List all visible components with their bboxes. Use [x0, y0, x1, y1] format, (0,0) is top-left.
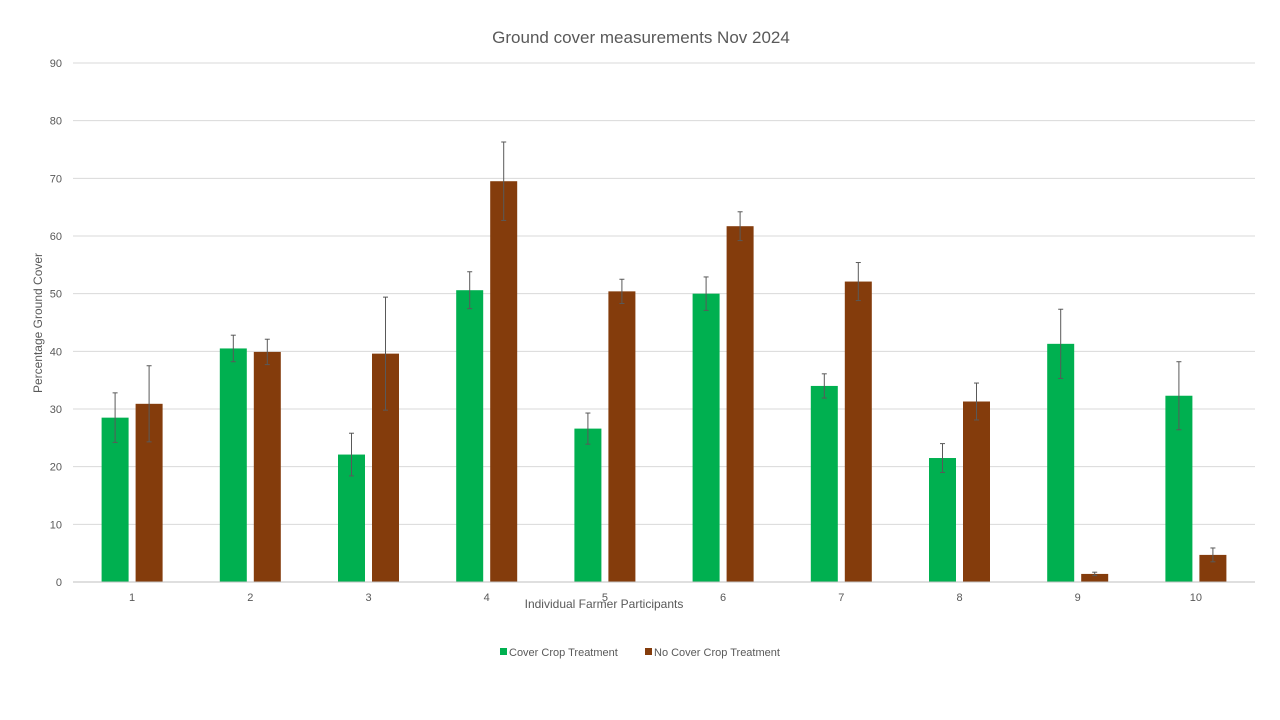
- y-tick-label: 70: [50, 173, 62, 185]
- chart-title: Ground cover measurements Nov 2024: [492, 28, 790, 47]
- legend-swatch: [645, 648, 652, 655]
- error-bar: [264, 338, 270, 366]
- error-bar: [1176, 361, 1182, 431]
- error-bar: [585, 412, 591, 445]
- y-axis-title: Percentage Ground Cover: [31, 253, 45, 393]
- error-bar: [737, 211, 743, 242]
- error-bar: [146, 365, 152, 443]
- x-axis-title: Individual Farmer Participants: [525, 597, 684, 611]
- bar: [810, 385, 838, 582]
- bar: [929, 458, 956, 582]
- y-tick-label: 50: [50, 289, 62, 301]
- x-tick-label: 1: [129, 592, 135, 604]
- legend-label: No Cover Crop Treatment: [654, 647, 780, 659]
- legend: Cover Crop Treatment No Cover Crop Treatm…: [500, 647, 780, 659]
- y-tick-label: 20: [50, 462, 62, 474]
- bar: [101, 417, 129, 582]
- error-bar: [383, 296, 388, 411]
- error-bar: [703, 276, 709, 311]
- y-tick-label: 90: [50, 58, 62, 70]
- error-bar: [855, 262, 861, 302]
- bar-series: [101, 181, 1227, 583]
- error-bar: [112, 392, 118, 443]
- x-tick-label: 6: [720, 592, 726, 604]
- x-tick-label: 9: [1075, 592, 1081, 604]
- bar: [608, 291, 636, 582]
- error-bar: [230, 334, 236, 363]
- y-tick-label: 10: [50, 519, 62, 531]
- x-tick-label: 3: [365, 592, 371, 604]
- bar: [253, 351, 281, 582]
- error-bar: [940, 443, 945, 473]
- legend-swatch: [500, 648, 507, 655]
- x-tick-label: 8: [956, 592, 962, 604]
- legend-item: No Cover Crop Treatment: [645, 647, 780, 659]
- error-bar: [1092, 571, 1098, 577]
- x-tick-label: 2: [247, 592, 253, 604]
- x-tick-label: 4: [484, 592, 490, 604]
- y-tick-label: 40: [50, 346, 62, 358]
- y-axis-ticks: 0 10 20 30 40 50 60 70 80 90: [50, 58, 62, 589]
- bar: [219, 348, 247, 582]
- legend-item: Cover Crop Treatment: [500, 647, 618, 659]
- error-bar: [974, 382, 979, 421]
- x-tick-label: 10: [1190, 592, 1202, 604]
- error-bar: [467, 271, 473, 310]
- y-tick-label: 30: [50, 404, 62, 416]
- bar: [963, 401, 990, 582]
- y-tick-label: 0: [56, 577, 62, 589]
- error-bar: [821, 373, 827, 399]
- bar: [456, 290, 484, 582]
- bar: [574, 428, 602, 582]
- error-bars: [112, 141, 1216, 577]
- error-bar: [1058, 308, 1064, 379]
- x-tick-label: 7: [838, 592, 844, 604]
- y-tick-label: 60: [50, 231, 62, 243]
- bar: [692, 293, 720, 582]
- y-tick-label: 80: [50, 116, 62, 128]
- x-axis-ticks: 1 2 3 4 5 6 7 8 9 10: [129, 592, 1202, 604]
- bar: [844, 281, 872, 582]
- legend-label: Cover Crop Treatment: [509, 647, 618, 659]
- error-bar: [1210, 547, 1216, 563]
- error-bar: [501, 141, 507, 221]
- error-bar: [349, 432, 354, 477]
- bar: [490, 181, 518, 582]
- error-bar: [619, 278, 625, 304]
- bar: [726, 226, 754, 583]
- bar: [1081, 573, 1109, 582]
- bar: [1047, 343, 1075, 582]
- grid-lines: [73, 62, 1255, 525]
- x-tick-label: 5: [602, 592, 608, 604]
